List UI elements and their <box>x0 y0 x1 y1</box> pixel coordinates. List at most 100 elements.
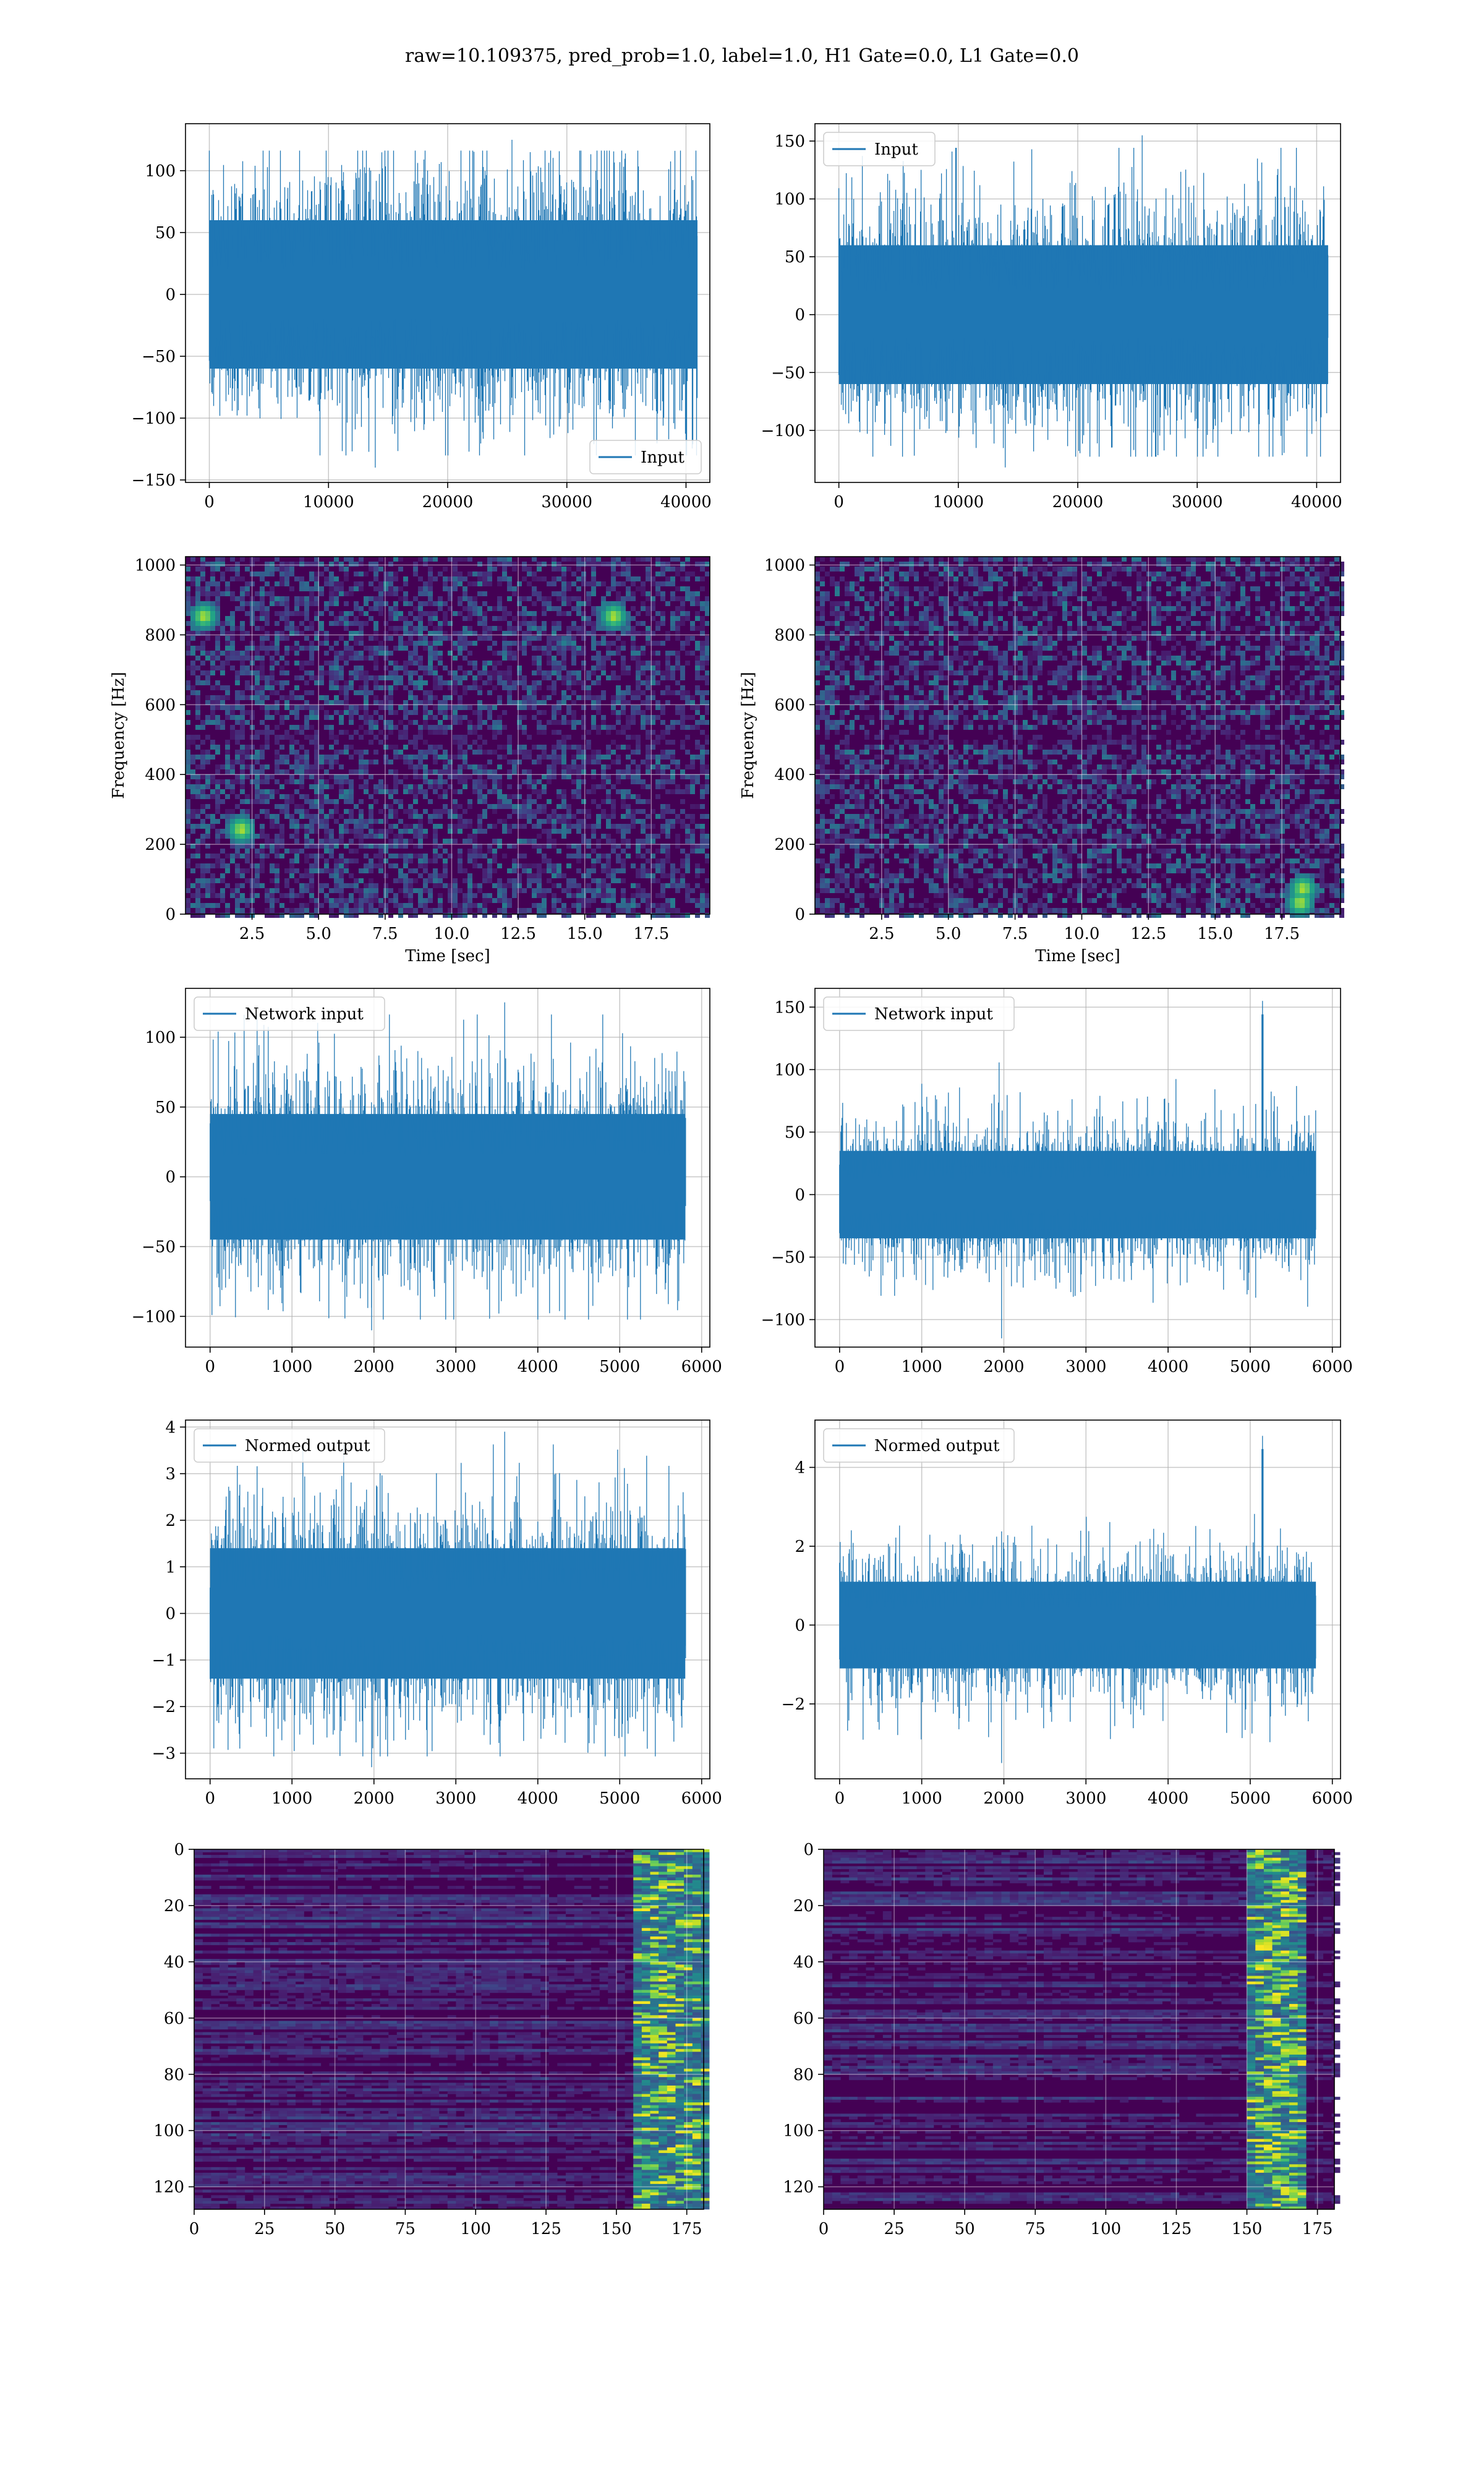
h1-spectrogram-cell <box>453 670 458 675</box>
h1-spectrogram-cell <box>413 854 418 858</box>
h1-spectrogram-cell <box>255 760 260 764</box>
h1-spectrogram-cell <box>433 725 438 730</box>
h1-spectrogram-cell <box>275 755 279 760</box>
h1-spectrogram-cell <box>349 720 354 725</box>
h1-spectrogram-cell <box>433 616 438 621</box>
h1-spectrogram-cell <box>329 576 334 581</box>
h1-spectrogram-cell <box>245 878 250 883</box>
h1-spectrogram-cell <box>186 740 190 745</box>
h1-spectrogram-cell <box>695 868 700 873</box>
l1-spectrogram-cell <box>1260 571 1265 576</box>
h1-spectrogram-cell <box>487 636 492 641</box>
h1-spectrogram-cell <box>646 873 650 878</box>
h1-spectrogram-cell <box>393 903 398 908</box>
h1-spectrogram-cell <box>502 725 507 730</box>
h1-spectrogram-cell <box>299 769 304 774</box>
h1-spectrogram-cell <box>309 784 314 789</box>
h1-spectrogram-cell <box>547 641 552 646</box>
h1-spectrogram-cell <box>591 591 596 596</box>
h1-spectrogram-cell <box>646 814 650 819</box>
l1-spectrogram-cell <box>1156 571 1161 576</box>
h1-spectrogram-cell <box>408 868 413 873</box>
l1-spectrogram-cell <box>1092 567 1097 571</box>
l1-spectrogram-cell <box>1270 562 1275 567</box>
h1-spectrogram-cell <box>472 893 477 898</box>
h1-spectrogram-cell <box>205 888 210 893</box>
h1-spectrogram-cell <box>566 596 571 601</box>
h1-spectrogram-cell <box>304 705 309 710</box>
h1-spectrogram-cell <box>542 646 547 651</box>
l1-spectrogram-cell <box>1285 576 1290 581</box>
h1-spectrogram-cell <box>235 606 240 611</box>
h1-spectrogram-cell <box>275 621 279 626</box>
h1-spectrogram-cell <box>334 616 339 621</box>
h1-spectrogram-cell <box>576 784 581 789</box>
h1-spectrogram-cell <box>566 824 571 829</box>
h1-spectrogram-cell <box>378 898 383 903</box>
h1-spectrogram-cell <box>275 760 279 764</box>
h1-spectrogram-cell <box>547 779 552 784</box>
l1-spectrogram-cell <box>1018 562 1023 567</box>
h1-spectrogram-cell <box>458 705 463 710</box>
l1-spectrogram-cell <box>924 571 929 576</box>
h1-spectrogram-cell <box>685 774 690 779</box>
l1-spectrogram-cell <box>850 591 855 596</box>
h1-spectrogram-cell <box>230 784 235 789</box>
l1-spectrogram-cell <box>1186 557 1191 562</box>
h1-spectrogram-cell <box>458 740 463 745</box>
h1-spectrogram-cell <box>670 863 675 868</box>
h1-spectrogram-cell <box>393 675 398 680</box>
h1-spectrogram-cell <box>230 809 235 814</box>
h1-spectrogram-cell <box>413 824 418 829</box>
h1-spectrogram-cell <box>373 562 378 567</box>
h1-spectrogram-cell <box>403 591 408 596</box>
l1-spectrogram-cell <box>1201 586 1206 591</box>
h1-spectrogram-cell <box>695 849 700 854</box>
l1-spectrogram-cell <box>1097 591 1102 596</box>
h1-spectrogram-cell <box>210 789 215 794</box>
h1-spectrogram-cell <box>304 725 309 730</box>
h1-spectrogram-cell <box>566 819 571 824</box>
h1-spectrogram-cell <box>275 863 279 868</box>
h1-spectrogram-cell <box>576 562 581 567</box>
l1-spectrogram-cell <box>1072 576 1077 581</box>
h1-spectrogram-cell <box>413 680 418 685</box>
h1-spectrogram-cell <box>660 611 665 616</box>
h1-spectrogram-cell <box>438 883 443 888</box>
h1-spectrogram-cell <box>472 750 477 755</box>
h1-spectrogram-cell <box>705 675 710 680</box>
h1-spectrogram-cell <box>265 621 270 626</box>
h1-spectrogram-cell <box>596 705 601 710</box>
h1-spectrogram-cell <box>304 646 309 651</box>
h1-spectrogram-cell <box>304 858 309 863</box>
h1-spectrogram-cell <box>383 814 388 819</box>
h1-spectrogram-cell <box>364 690 369 695</box>
l1-spectrogram-cell <box>968 596 973 601</box>
h1-spectrogram-cell <box>210 562 215 567</box>
h1-spectrogram-cell <box>586 675 591 680</box>
h1-spectrogram-cell <box>378 903 383 908</box>
h1-spectrogram-cell <box>220 799 225 804</box>
h1-spectrogram-cell <box>383 819 388 824</box>
h1-spectrogram-cell <box>680 863 685 868</box>
h1-spectrogram-cell <box>225 750 230 755</box>
h1-spectrogram-cell <box>265 591 270 596</box>
h1-spectrogram-cell <box>215 562 220 567</box>
h1-spectrogram-cell <box>631 903 636 908</box>
h1-spectrogram-cell <box>260 824 265 829</box>
h1-spectrogram-cell <box>502 908 507 913</box>
h1-spectrogram-cell <box>369 646 373 651</box>
h1-spectrogram-cell <box>309 824 314 829</box>
h1-spectrogram-cell <box>190 621 195 626</box>
h1-spectrogram-cell <box>626 670 631 675</box>
h1-spectrogram-cell <box>339 814 344 819</box>
h1-spectrogram-cell <box>299 764 304 769</box>
l1-spectrogram-cell <box>958 601 963 606</box>
h1-spectrogram-cell <box>354 769 359 774</box>
l1-spectrogram-cell <box>1176 601 1181 606</box>
h1-spectrogram-cell <box>675 913 680 918</box>
h1-spectrogram-cell <box>230 779 235 784</box>
h1-spectrogram-cell <box>433 745 438 750</box>
h1-spectrogram-cell <box>616 557 621 562</box>
l1-spectrogram-cell <box>1057 576 1062 581</box>
